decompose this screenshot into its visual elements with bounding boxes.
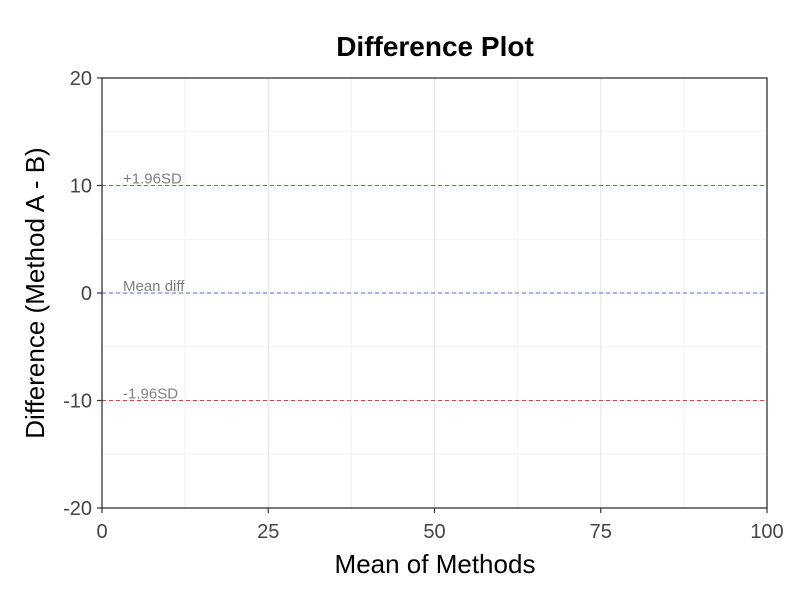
x-tick-label: 100: [750, 521, 783, 543]
reference-line-label: -1.96SD: [123, 386, 178, 403]
y-tick-label: -20: [63, 498, 92, 520]
y-tick-label: -10: [63, 391, 92, 413]
y-tick-label: 20: [70, 68, 92, 90]
chart-title: Difference Plot: [336, 31, 534, 62]
y-tick-label: 10: [70, 176, 92, 198]
x-axis-title: Mean of Methods: [335, 549, 536, 579]
reference-lines-layer: +1.96SD Mean diff -1.96SD: [102, 171, 767, 403]
x-tick-label: 75: [590, 521, 612, 543]
y-tick-label: 0: [81, 283, 92, 305]
x-tick-label: 0: [96, 521, 107, 543]
axis-ticks-layer: 0 25 50 75 100 -20 -10 0 10 20: [63, 68, 784, 543]
x-tick-label: 25: [257, 521, 279, 543]
y-axis-title: Difference (Method A - B): [20, 147, 50, 438]
x-tick-label: 50: [423, 521, 445, 543]
reference-line-label: +1.96SD: [123, 171, 182, 188]
reference-line-label: Mean diff: [123, 278, 185, 295]
